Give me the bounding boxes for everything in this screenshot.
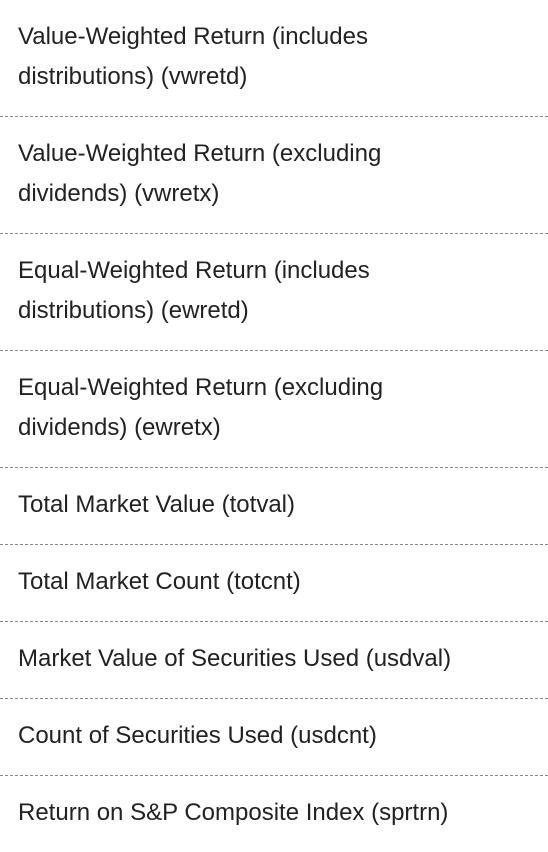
variable-item-usdcnt[interactable]: Count of Securities Used (usdcnt) bbox=[0, 699, 548, 776]
variable-item-usdval[interactable]: Market Value of Securities Used (usdval) bbox=[0, 622, 548, 699]
variable-label: Total Market Value (totval) bbox=[18, 491, 295, 518]
variable-label: Total Market Count (totcnt) bbox=[18, 568, 301, 595]
variable-label: Market Value of Securities Used (usdval) bbox=[18, 645, 452, 672]
variable-label: Value-Weighted Return (includes distribu… bbox=[18, 23, 368, 90]
variable-item-ewretd[interactable]: Equal-Weighted Return (includes distribu… bbox=[0, 234, 548, 351]
variable-item-sprtrn[interactable]: Return on S&P Composite Index (sprtrn) bbox=[0, 776, 548, 852]
variable-item-ewretx[interactable]: Equal-Weighted Return (excluding dividen… bbox=[0, 351, 548, 468]
variable-label: Return on S&P Composite Index (sprtrn) bbox=[18, 799, 449, 826]
variable-label: Count of Securities Used (usdcnt) bbox=[18, 722, 377, 749]
variable-item-totcnt[interactable]: Total Market Count (totcnt) bbox=[0, 545, 548, 622]
variable-label: Value-Weighted Return (excluding dividen… bbox=[18, 140, 382, 207]
variable-item-vwretx[interactable]: Value-Weighted Return (excluding dividen… bbox=[0, 117, 548, 234]
variable-label: Equal-Weighted Return (includes distribu… bbox=[18, 257, 370, 324]
variable-item-totval[interactable]: Total Market Value (totval) bbox=[0, 468, 548, 545]
variable-item-vwretd[interactable]: Value-Weighted Return (includes distribu… bbox=[0, 0, 548, 117]
variable-label: Equal-Weighted Return (excluding dividen… bbox=[18, 374, 384, 441]
